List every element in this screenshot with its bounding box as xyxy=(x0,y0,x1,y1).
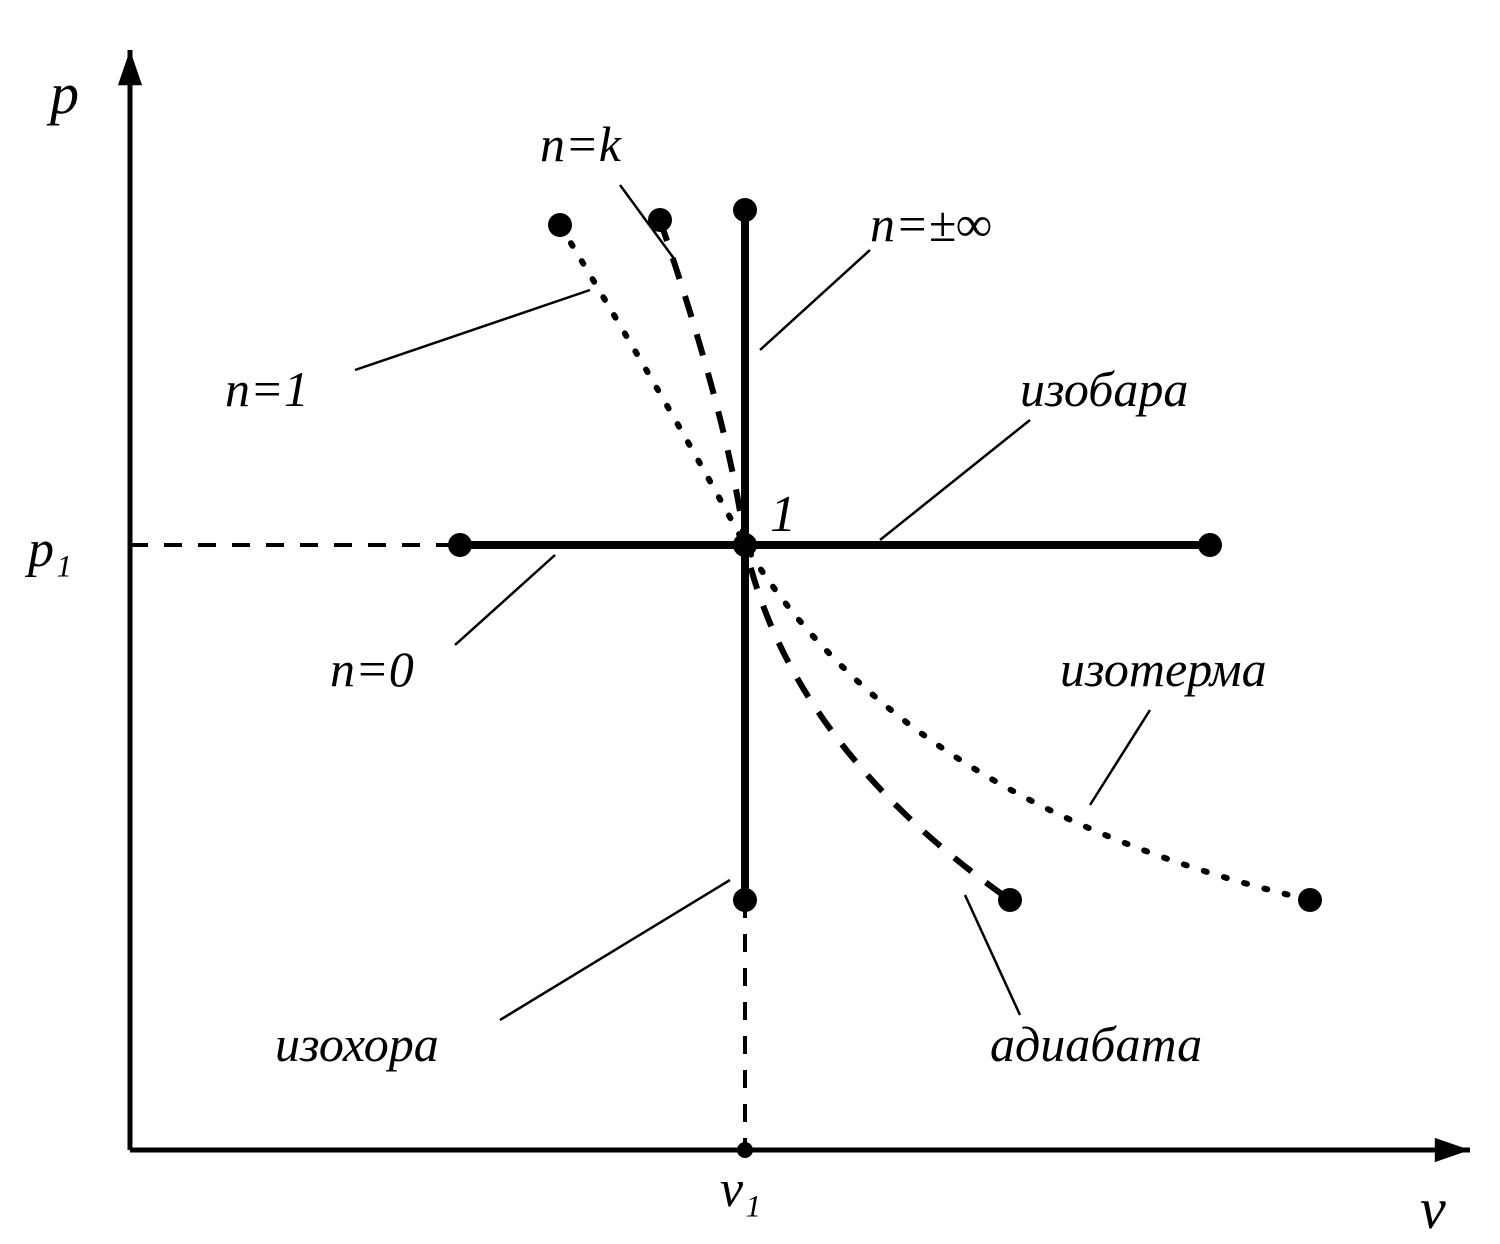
tick-label-p1: p₁ xyxy=(28,520,72,579)
annotation-adiabat: адиабата xyxy=(990,1015,1202,1073)
annotation-isotherm: изотерма xyxy=(1060,640,1267,698)
axis-label-x: v xyxy=(1420,1175,1446,1242)
annotation-n-1: n=1 xyxy=(225,360,309,418)
annotation-n-0: n=0 xyxy=(330,640,414,698)
diagram-canvas: p v 1 p₁ v₁ n=k n=±∞ n=1 n=0 изобара изо… xyxy=(0,0,1500,1244)
annotation-n-inf: n=±∞ xyxy=(870,195,992,253)
axis-label-y: p xyxy=(50,60,79,127)
annotation-isobar: изобара xyxy=(1020,360,1188,418)
diagram-svg xyxy=(0,0,1500,1244)
annotation-isochor: изохора xyxy=(275,1015,439,1073)
annotation-n-k: n=k xyxy=(540,115,621,173)
center-point-label: 1 xyxy=(770,485,796,544)
tick-label-v1: v₁ xyxy=(720,1160,761,1219)
